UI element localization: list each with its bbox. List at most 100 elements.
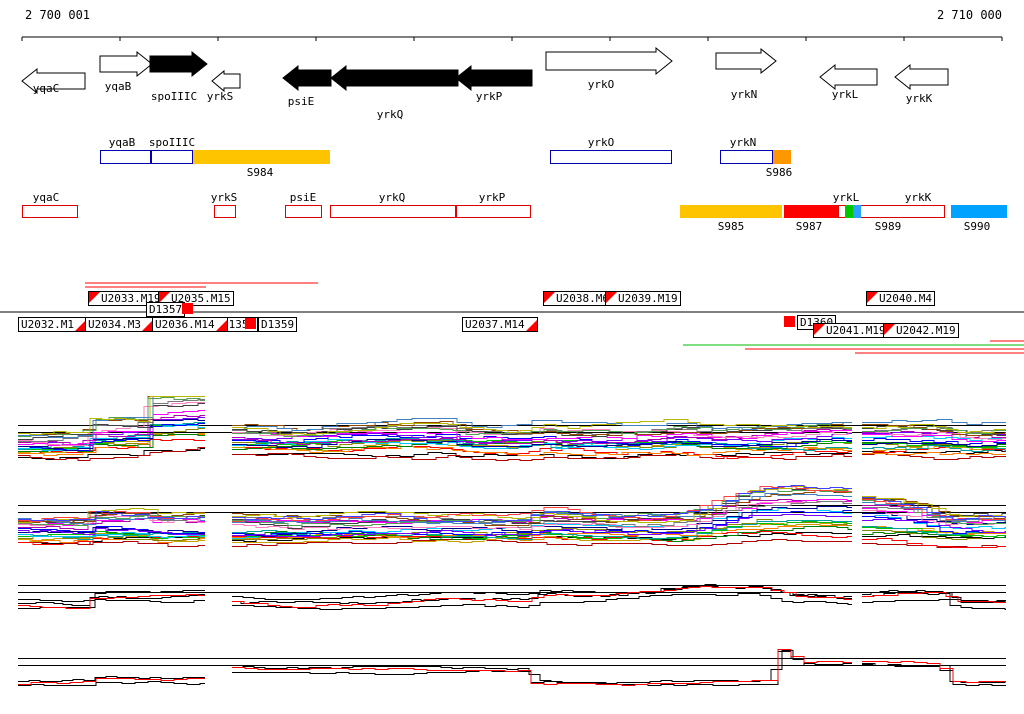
annotation-box-S990[interactable] [951,205,1007,218]
probe-label-U2036.M14[interactable]: U2036.M14 [152,317,228,332]
probe-flag-icon [544,292,555,303]
probe-label-text: D1357 [149,303,183,316]
gene-arrow-psiE[interactable] [282,64,332,92]
gene-arrow-yrkQ[interactable] [330,64,459,92]
gene-label-yrkN: yrkN [730,88,758,101]
annotation-label-psiE: psiE [289,191,317,204]
gene-label-yrkL: yrkL [831,88,859,101]
probe-label-text: D1359 [261,318,295,331]
probe-label-text: U2042.M19 [896,324,956,337]
probe-label-D1357[interactable]: D1357 [146,302,186,317]
ratio-panel-1-series [18,585,1006,610]
expression-panel-2-series [18,485,1006,522]
gene-label-yrkP: yrkP [475,90,503,103]
probe-flag-icon [215,320,227,331]
gene-arrow-spoIIIC[interactable] [149,50,208,78]
probe-flag-icon [606,292,617,303]
gene-arrow-yrkS[interactable] [211,69,241,93]
deletion-marker-icon[interactable] [784,316,795,327]
probe-flag-icon [89,292,100,303]
annotation-box-S984[interactable] [193,150,330,164]
probe-label-U2042.M19[interactable]: U2042.M19 [883,323,959,338]
probe-label-D1359[interactable]: D1359 [258,317,298,332]
probe-label-text: U2040.M4 [879,292,932,305]
gene-label-yrkK: yrkK [905,92,933,105]
expression-panel-1-series [18,396,1006,435]
expression-panel-2-series [18,514,1006,537]
gene-arrow-yrkK[interactable] [894,63,949,91]
probe-label-text: U2035.M15 [171,292,231,305]
annotation-label-yqaC: yqaC [32,191,60,204]
gene-label-yrkQ: yrkQ [376,108,404,121]
gene-arrow-yqaC[interactable] [21,67,86,95]
gene-arrow-yqaB[interactable] [99,50,153,78]
probe-label-U2040.M4[interactable]: U2040.M4 [866,291,935,306]
gene-arrow-yrkP[interactable] [455,64,533,92]
probe-label-text: U2041.M19 [826,324,886,337]
annotation-box-S986[interactable] [773,150,791,164]
gene-label-yqaC: yqaC [32,82,60,95]
annotation-box-spoIIIC[interactable] [151,150,193,164]
annotation-label-yrkQ: yrkQ [378,191,406,204]
probe-label-text: U2036.M14 [155,318,215,331]
expression-panel-1-series [18,410,1006,446]
probe-flag-icon [525,320,537,331]
probe-flag-icon [74,320,86,331]
probe-label-U2041.M19[interactable]: U2041.M19 [813,323,889,338]
annotation-label-yrkS: yrkS [210,191,238,204]
annotation-label-yrkN: yrkN [729,136,757,149]
annotation-box-S987[interactable] [784,205,838,218]
probe-label-text: U2032.M1 [21,318,74,331]
annotation-label-yrkP: yrkP [478,191,506,204]
annotation-label-S987: S987 [795,220,823,233]
annotation-box-psiE[interactable] [285,205,322,218]
annotation-label-S990: S990 [963,220,991,233]
annotation-label-yrkL: yrkL [832,191,860,204]
annotation-label-S989: S989 [874,220,902,233]
annotation-box-yqaB[interactable] [100,150,151,164]
annotation-label-S986: S986 [765,166,793,179]
gene-label-psiE: psiE [287,95,315,108]
annotation-box-yrkN[interactable] [720,150,773,164]
annotation-box-yqaC[interactable] [22,205,78,218]
gene-arrow-yrkN[interactable] [715,47,777,75]
probe-label-U2033.M19[interactable]: U2033.M19 [88,291,164,306]
probe-label-text: U2039.M19 [618,292,678,305]
probe-label-text: U2038.M6 [556,292,609,305]
annotation-label-yrkK: yrkK [904,191,932,204]
probe-label-U2038.M6[interactable]: U2038.M6 [543,291,612,306]
gene-label-yqaB: yqaB [104,80,132,93]
annotation-box-S989-green[interactable] [845,205,853,218]
gene-label-yrkO: yrkO [587,78,615,91]
annotation-box-S985[interactable] [680,205,782,218]
ruler-start-label: 2 700 001 [25,8,91,22]
annotation-label-yrkO: yrkO [587,136,615,149]
probe-label-U2039.M19[interactable]: U2039.M19 [605,291,681,306]
probe-label-U2032.M1[interactable]: U2032.M1 [18,317,87,332]
probe-label-text: U2033.M19 [101,292,161,305]
probe-label-text: U2037.M14 [465,318,525,331]
probe-label-U2034.M3[interactable]: U2034.M3 [85,317,154,332]
deletion-marker-icon[interactable] [182,303,193,314]
annotation-box-yrkQ[interactable] [330,205,456,218]
annotation-box-S989-blue[interactable] [853,205,861,218]
gene-arrow-yrkO[interactable] [545,46,673,76]
annotation-label-yqaB: yqaB [108,136,136,149]
annotation-box-yrkP[interactable] [456,205,531,218]
annotation-box-yrkO[interactable] [550,150,672,164]
probe-flag-icon [884,324,895,335]
probe-flag-icon [867,292,878,303]
probe-label-U2037.M14[interactable]: U2037.M14 [462,317,538,332]
probe-flag-icon [141,320,153,331]
deletion-marker-icon[interactable] [245,318,256,329]
annotation-box-yrkL-yrkK[interactable] [838,205,945,218]
annotation-box-yrkS[interactable] [214,205,236,218]
probe-flag-icon [814,324,825,335]
expression-panel-1-series [18,397,1006,437]
annotation-label-spoIIIC: spoIIIC [148,136,196,149]
probe-flag-icon [159,292,170,303]
gene-arrow-yrkL[interactable] [819,63,878,91]
